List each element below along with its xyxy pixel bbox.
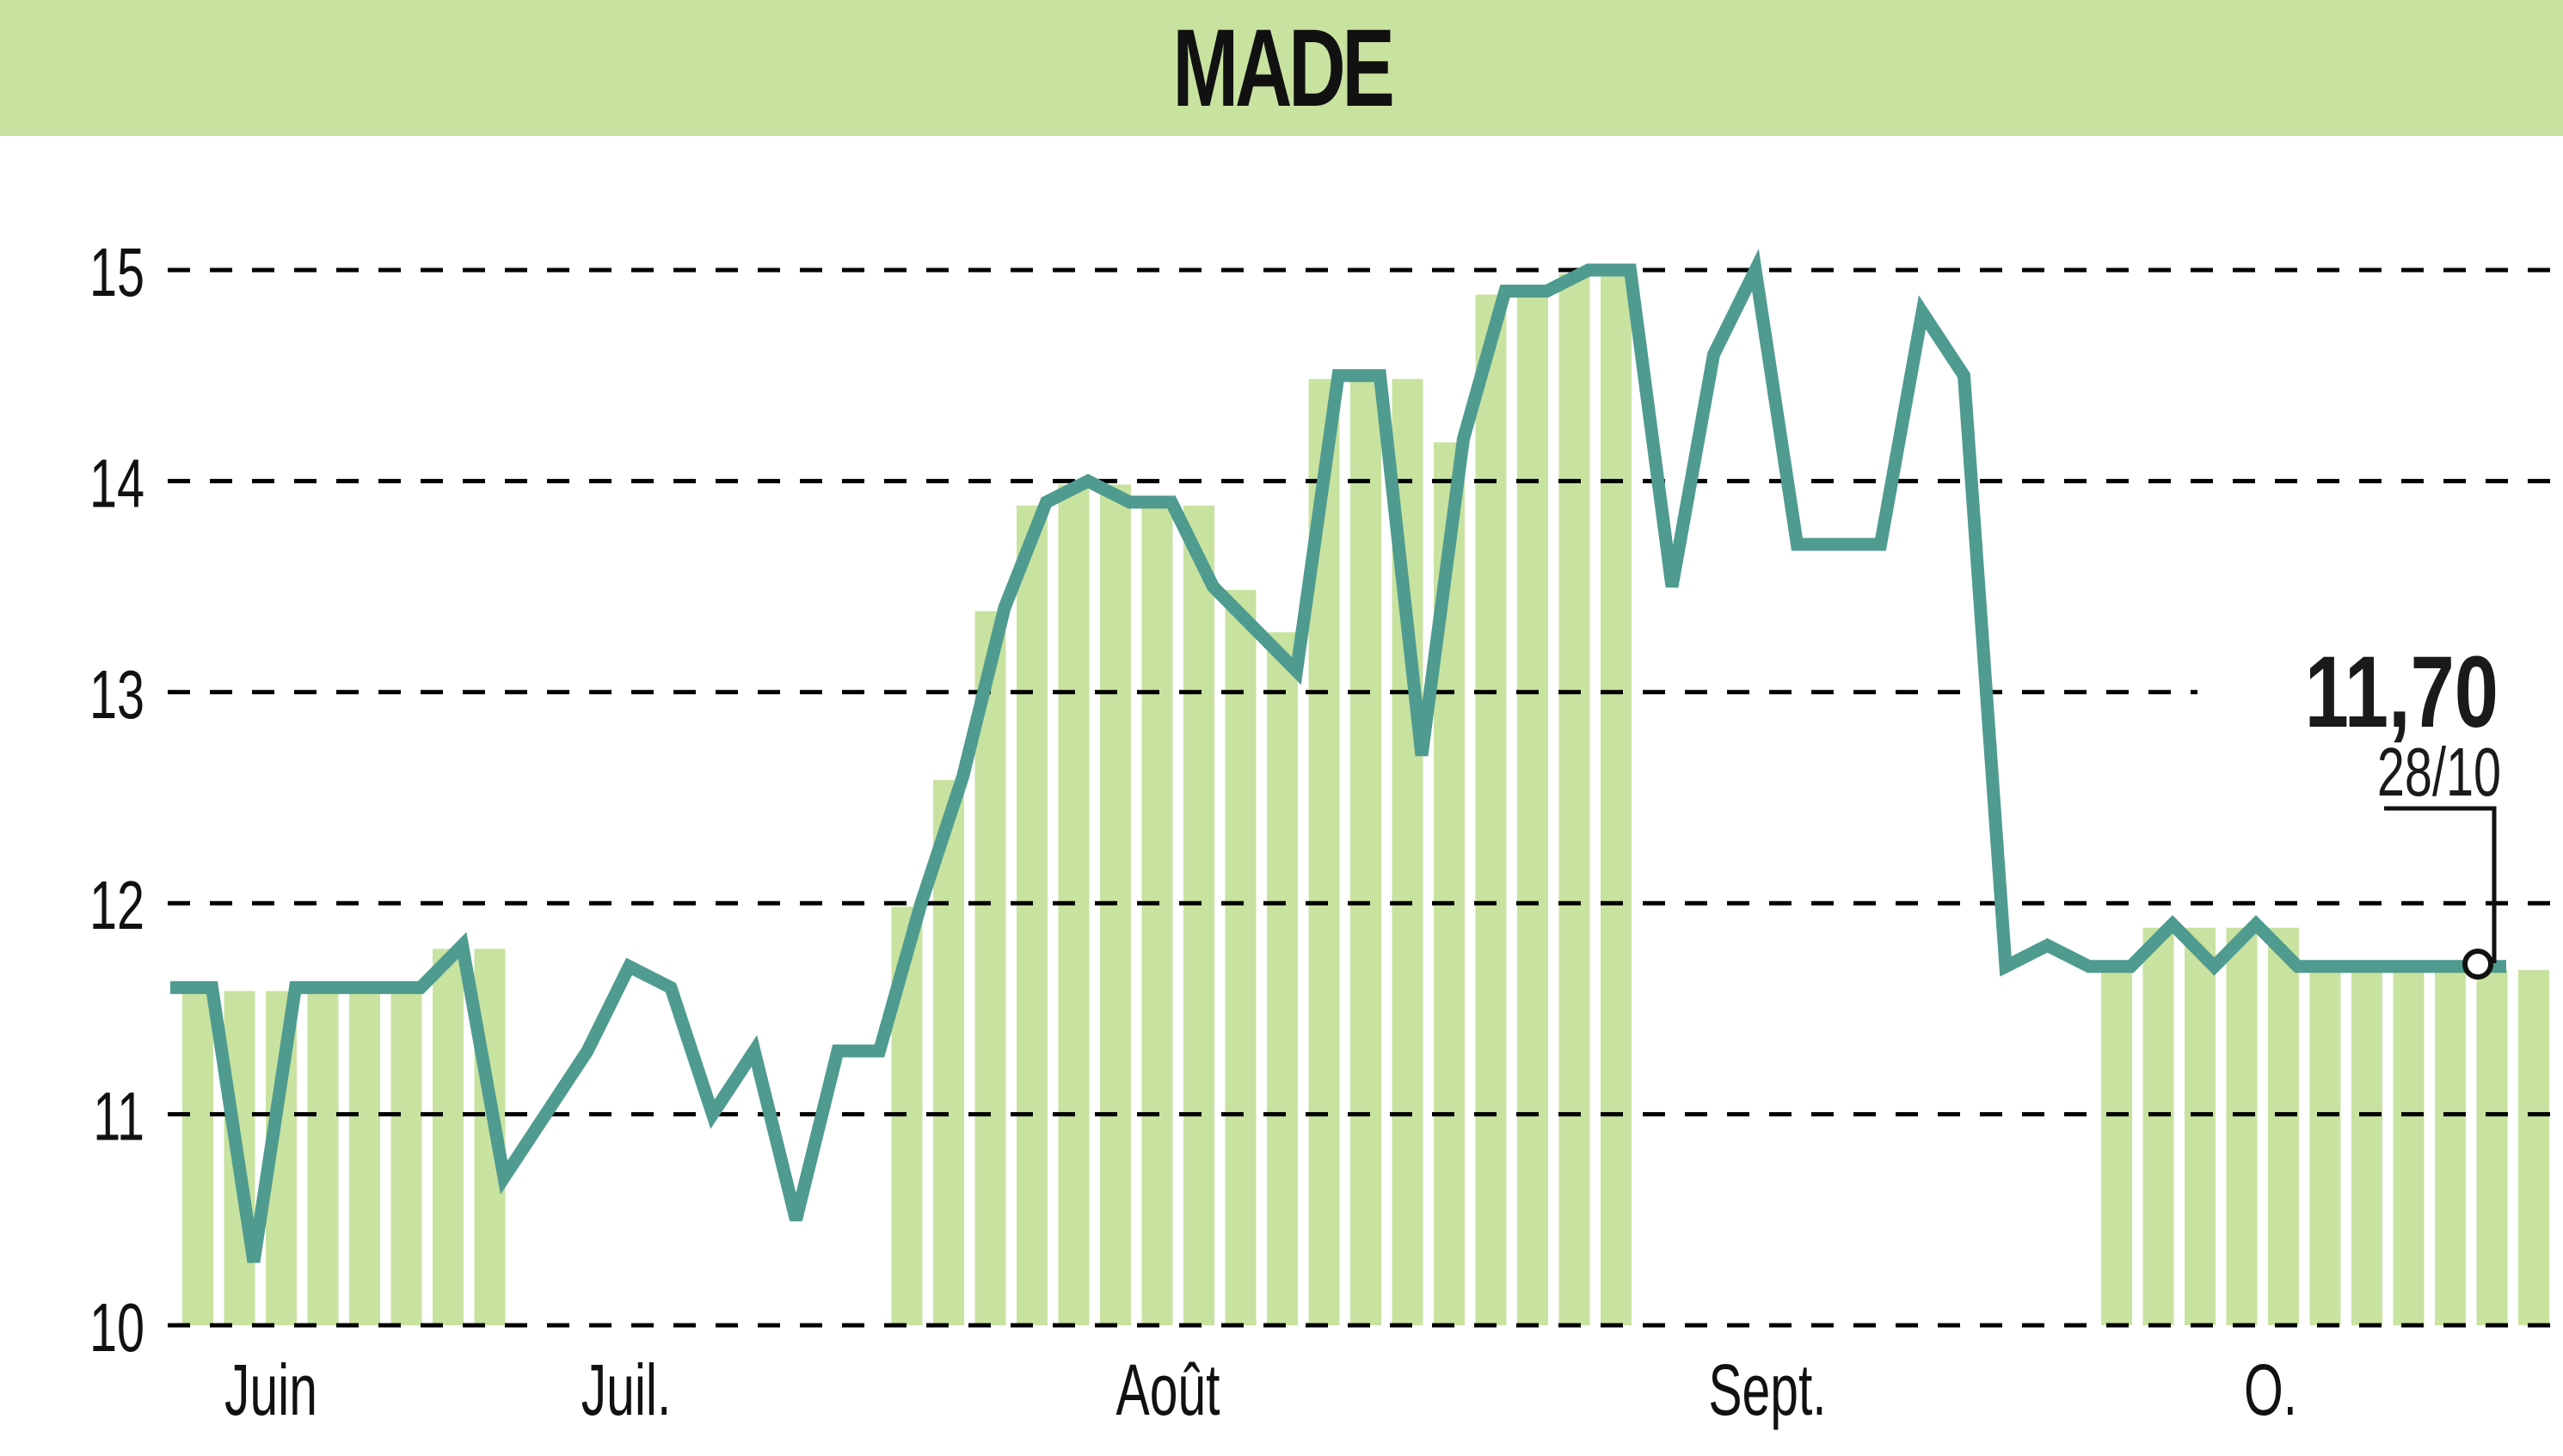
y-tick-label: 12 — [89, 867, 144, 944]
volume-bar — [2309, 969, 2341, 1325]
volume-bar — [2476, 969, 2508, 1325]
volume-bar — [2101, 969, 2132, 1325]
volume-bar — [2226, 927, 2258, 1325]
volume-bar — [2393, 969, 2425, 1325]
volume-bar — [1601, 273, 1632, 1325]
volume-bar — [1267, 632, 1298, 1325]
volume-bar — [433, 949, 464, 1325]
price-line — [170, 249, 2506, 1263]
volume-bar — [182, 991, 213, 1325]
y-tick-label: 11 — [93, 1078, 144, 1155]
last-value-label: 11,70 — [2305, 636, 2498, 749]
volume-bar — [1017, 505, 1048, 1325]
last-point-marker — [2462, 949, 2493, 980]
volume-bars — [182, 273, 2549, 1326]
chart-title: MADE — [1171, 6, 1394, 130]
last-value-annotation: 11,70 28/10 — [2197, 636, 2563, 980]
x-tick-label: Août — [1116, 1350, 1220, 1431]
x-tick-label: O. — [2244, 1350, 2297, 1431]
volume-bar — [390, 991, 422, 1325]
volume-bar — [1558, 273, 1590, 1325]
x-tick-label: Sept. — [1708, 1350, 1826, 1431]
volume-bar — [1475, 294, 1507, 1325]
volume-bar — [1183, 505, 1214, 1325]
annotation-leader-line — [2384, 806, 2497, 963]
volume-bar — [2435, 969, 2466, 1325]
volume-bar — [307, 991, 339, 1325]
volume-bar — [2518, 969, 2549, 1325]
x-tick-label: Juil. — [581, 1350, 672, 1431]
y-tick-label: 10 — [89, 1289, 144, 1367]
y-tick-label: 14 — [89, 445, 144, 522]
x-axis-ticks: Juin Juil. Août Sept. O. — [224, 1350, 2297, 1431]
volume-bar — [2142, 927, 2174, 1325]
x-tick-label: Juin — [224, 1350, 317, 1431]
y-axis-ticks: 10 11 12 13 14 15 — [89, 234, 144, 1367]
volume-bar — [2351, 969, 2382, 1325]
y-tick-label: 13 — [89, 655, 144, 733]
gridlines — [168, 267, 2563, 1328]
volume-bar — [349, 991, 380, 1325]
volume-bar — [1517, 294, 1548, 1325]
y-tick-label: 15 — [89, 234, 144, 311]
volume-bar — [1225, 590, 1257, 1325]
volume-bar — [1141, 505, 1173, 1325]
chart-title-bar: MADE — [0, 0, 2563, 136]
volume-bar — [2185, 927, 2216, 1325]
last-date-label: 28/10 — [2377, 734, 2501, 811]
volume-bar — [1350, 378, 1381, 1326]
volume-bar — [2268, 927, 2299, 1325]
